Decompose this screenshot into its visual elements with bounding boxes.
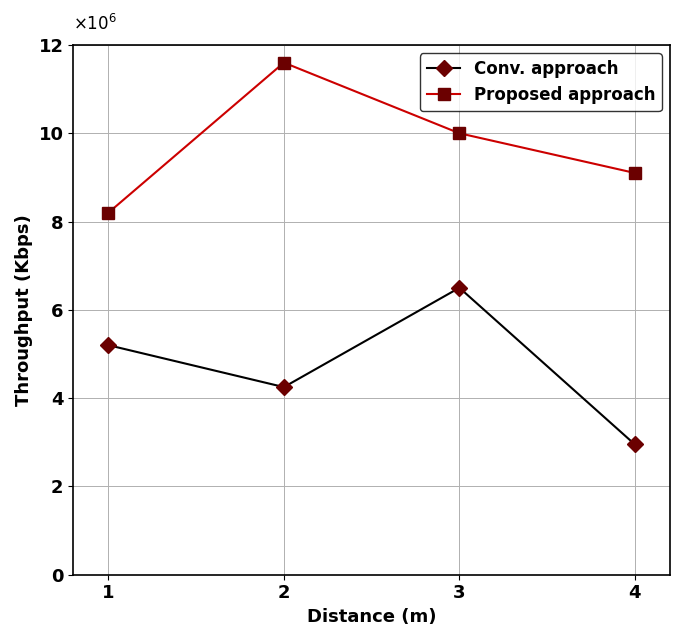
Line: Conv. approach: Conv. approach bbox=[103, 282, 640, 450]
Conv. approach bbox=[631, 440, 639, 448]
Y-axis label: Throughput (Kbps): Throughput (Kbps) bbox=[15, 214, 33, 406]
Conv. approach bbox=[104, 341, 112, 349]
Proposed approach bbox=[104, 209, 112, 217]
Text: $\times 10^6$: $\times 10^6$ bbox=[73, 14, 117, 35]
Line: Proposed approach: Proposed approach bbox=[103, 57, 640, 219]
Proposed approach bbox=[631, 169, 639, 177]
Conv. approach bbox=[456, 284, 464, 292]
Proposed approach bbox=[456, 129, 464, 137]
Proposed approach bbox=[279, 59, 288, 67]
Legend: Conv. approach, Proposed approach: Conv. approach, Proposed approach bbox=[420, 53, 662, 111]
Conv. approach bbox=[279, 383, 288, 391]
X-axis label: Distance (m): Distance (m) bbox=[307, 608, 436, 626]
